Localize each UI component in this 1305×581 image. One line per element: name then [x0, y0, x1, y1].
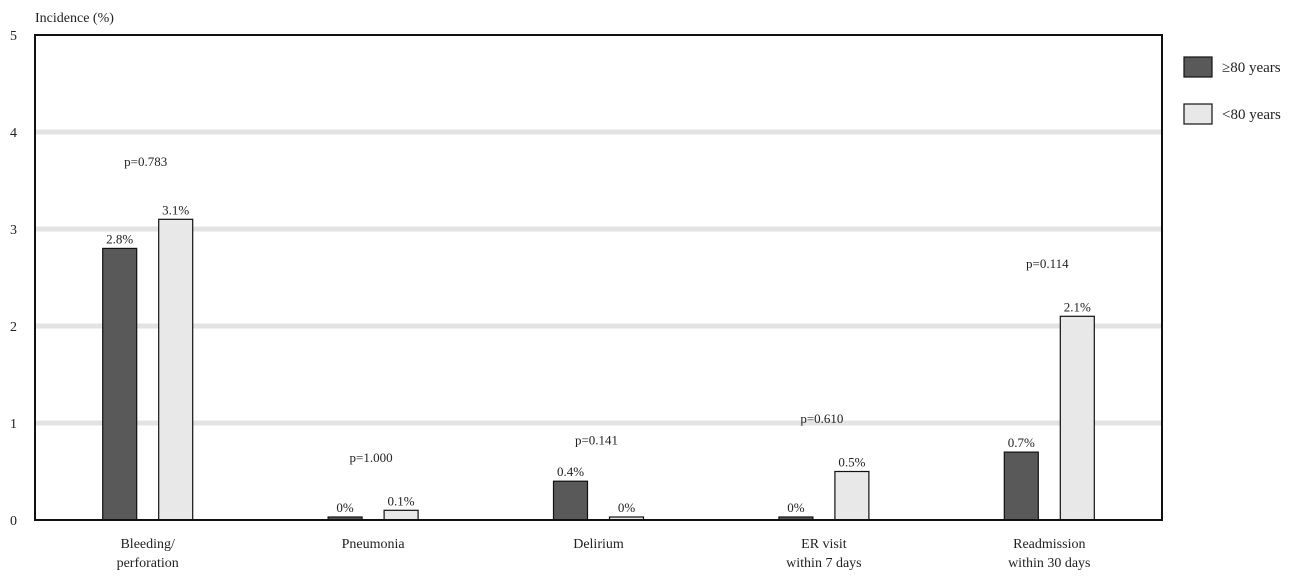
bar-value-label: 0.4% [557, 464, 584, 479]
bar [102, 247, 138, 521]
bar [158, 218, 194, 521]
y-tick-label: 0 [10, 514, 17, 529]
grid-lines [35, 129, 1162, 426]
bar-value-label: 0.7% [1008, 435, 1035, 450]
bar [552, 480, 589, 521]
y-tick-label: 1 [10, 417, 17, 432]
bar-value-label: 2.8% [106, 231, 133, 246]
legend-swatch [1183, 56, 1213, 78]
bar-value-label: 0.1% [388, 493, 415, 508]
category-label: ER visit [801, 537, 847, 552]
legend-label: ≥80 years [1222, 60, 1281, 76]
category-label: within 30 days [1008, 556, 1090, 571]
y-tick-label: 2 [10, 320, 17, 335]
legend-label: <80 years [1222, 107, 1281, 123]
bar-value-label: 3.1% [162, 202, 189, 217]
y-axis-title: Incidence (%) [35, 11, 114, 26]
bar-value-label: 0% [618, 500, 636, 515]
p-value-label: p=0.114 [1026, 256, 1069, 271]
p-value-label: p=0.610 [800, 411, 843, 426]
category-label: Bleeding/ [120, 537, 175, 552]
y-tick-label: 3 [10, 223, 17, 238]
legend-swatch [1183, 103, 1213, 125]
legend: ≥80 years <80 years [1183, 56, 1281, 125]
category-labels: Bleeding/perforation Pneumonia Delirium ER … [117, 537, 1091, 571]
category-label: within 7 days [786, 556, 861, 571]
bar-value-label: 0.5% [838, 455, 865, 470]
bar [834, 470, 870, 521]
bar-value-label: 2.1% [1064, 299, 1091, 314]
y-axis-ticks: 0 1 2 3 4 5 [10, 29, 17, 529]
bar [1003, 451, 1039, 521]
p-value-label: p=1.000 [350, 450, 393, 465]
category-label: Pneumonia [342, 537, 406, 552]
bar-value-label: 0% [336, 500, 354, 515]
bar [383, 509, 419, 521]
bar [1059, 315, 1095, 521]
p-value-labels: p=0.783 p=1.000 p=0.141 p=0.610 p=0.114 [124, 154, 1069, 465]
bars: 2.8% 3.1% 0% 0.1% 0.4% 0% 0% 0.5% 0.7% 2.1% [102, 202, 1095, 521]
plot-frame [34, 34, 1163, 521]
category-label: Readmission [1013, 537, 1085, 552]
category-label: perforation [117, 556, 179, 571]
p-value-label: p=0.141 [575, 432, 618, 447]
category-label: Delirium [573, 537, 624, 552]
y-tick-label: 4 [10, 126, 17, 141]
y-tick-label: 5 [10, 29, 17, 44]
p-value-label: p=0.783 [124, 154, 167, 169]
bar-value-label: 0% [787, 500, 805, 515]
